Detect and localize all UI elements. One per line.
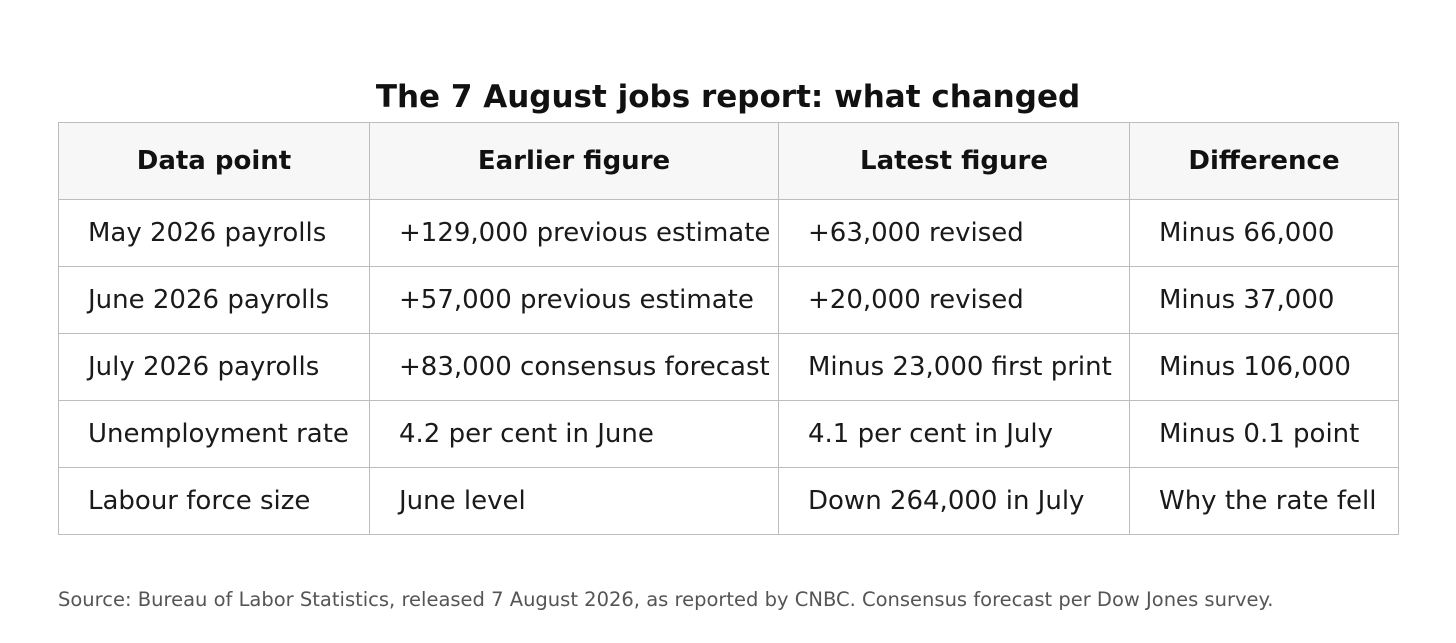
table-cell: June level [369,467,779,535]
table-cell: July 2026 payrolls [58,333,370,401]
table-cell: June 2026 payrolls [58,266,370,334]
table-cell: Labour force size [58,467,370,535]
table-header-row: Data point Earlier figure Latest figure … [58,122,1399,200]
page-title: The 7 August jobs report: what changed [375,78,1081,115]
table-cell: Minus 37,000 [1129,266,1399,334]
source-note: Source: Bureau of Labor Statistics, rele… [58,587,1274,611]
table-row: May 2026 payrolls +129,000 previous esti… [58,199,1399,267]
table-cell: Minus 0.1 point [1129,400,1399,468]
table-cell: +63,000 revised [778,199,1130,267]
column-header-difference: Difference [1129,122,1399,200]
table-cell: +57,000 previous estimate [369,266,779,334]
table-row: July 2026 payrolls +83,000 consensus for… [58,333,1399,401]
table-row: Labour force size June level Down 264,00… [58,467,1399,535]
table-cell: +129,000 previous estimate [369,199,779,267]
table-cell: Down 264,000 in July [778,467,1130,535]
table-cell: Minus 106,000 [1129,333,1399,401]
table-cell: +20,000 revised [778,266,1130,334]
jobs-report-table: Data point Earlier figure Latest figure … [58,122,1399,535]
table-cell: 4.1 per cent in July [778,400,1130,468]
column-header-data-point: Data point [58,122,370,200]
table-row: June 2026 payrolls +57,000 previous esti… [58,266,1399,334]
table-cell: +83,000 consensus forecast [369,333,779,401]
column-header-latest-figure: Latest figure [778,122,1130,200]
column-header-earlier-figure: Earlier figure [369,122,779,200]
table-row: Unemployment rate 4.2 per cent in June 4… [58,400,1399,468]
table-cell: 4.2 per cent in June [369,400,779,468]
table-cell: Why the rate fell [1129,467,1399,535]
table-cell: Minus 66,000 [1129,199,1399,267]
table-cell: Minus 23,000 first print [778,333,1130,401]
table-cell: Unemployment rate [58,400,370,468]
table-cell: May 2026 payrolls [58,199,370,267]
